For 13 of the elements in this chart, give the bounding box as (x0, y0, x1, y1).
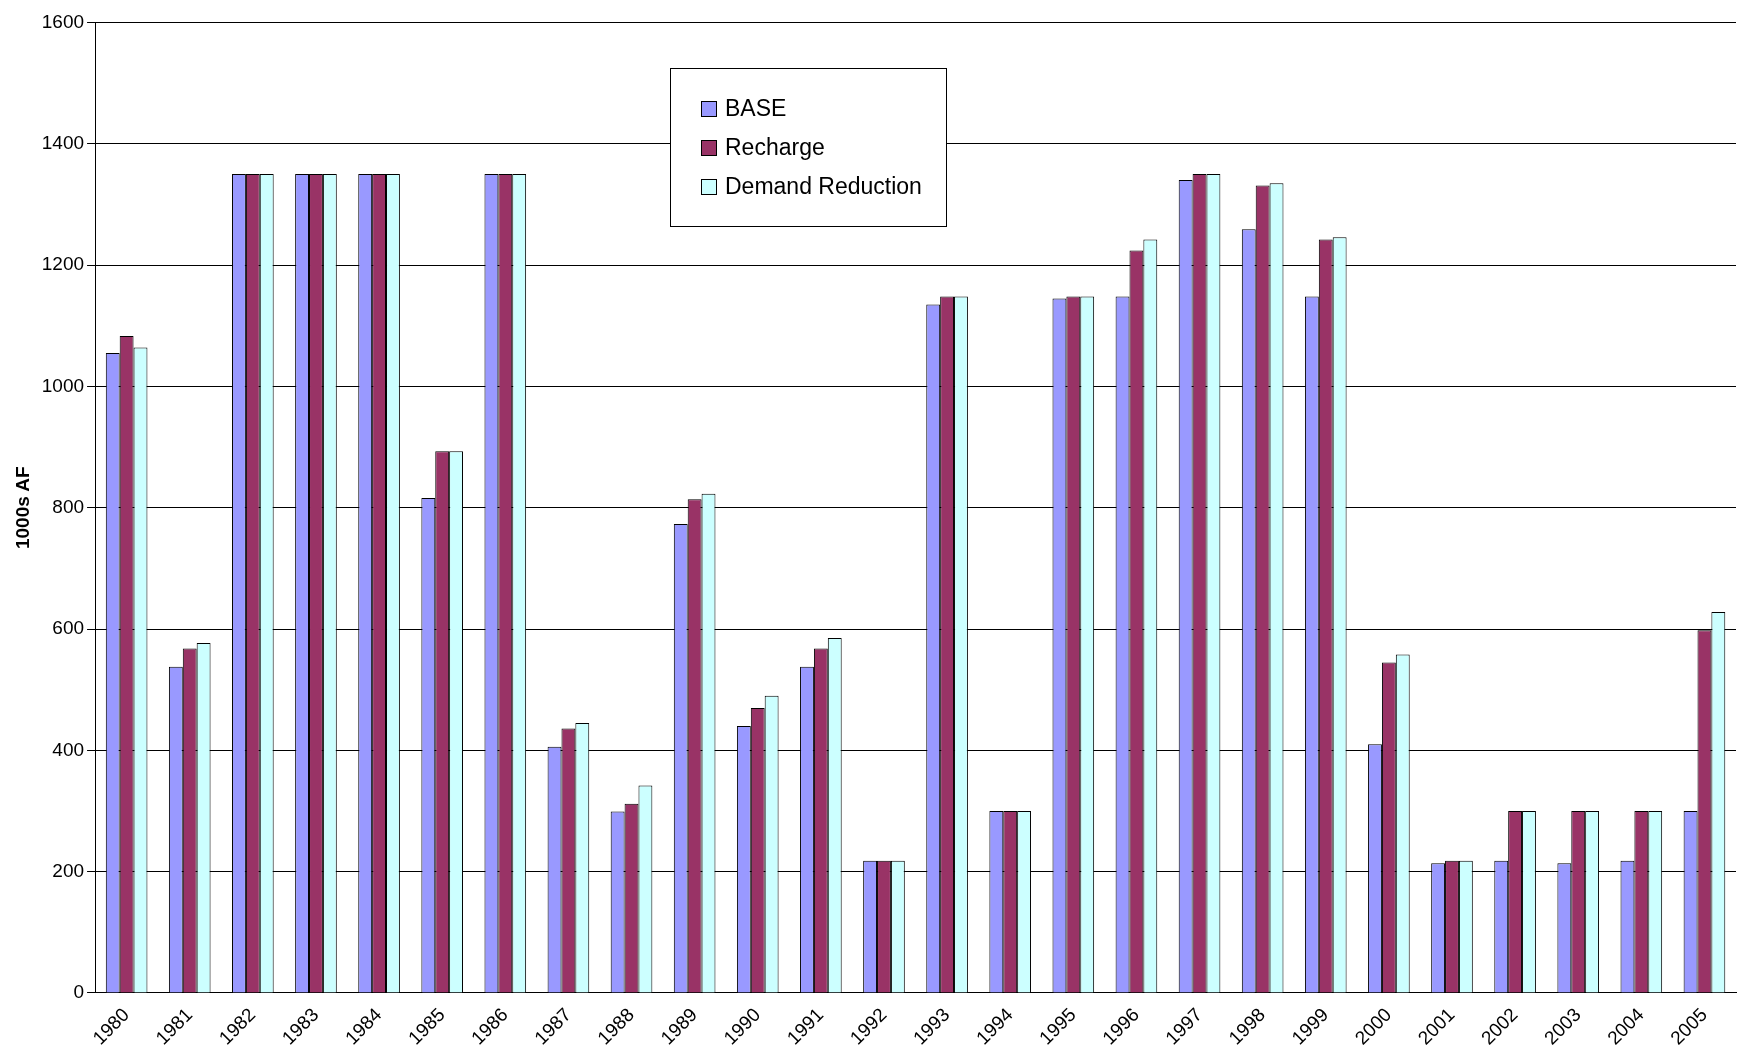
y-tick-label: 600 (52, 617, 85, 639)
legend-label: BASE (725, 95, 787, 122)
y-tick-label: 800 (52, 495, 85, 517)
legend-label: Demand Reduction (725, 173, 922, 200)
y-tick-label: 200 (52, 859, 85, 881)
y-axis-title: 1000s AF (11, 466, 33, 550)
y-tick-label: 1000 (41, 374, 85, 396)
y-tick-label: 1600 (41, 10, 85, 32)
y-tick-label: 0 (73, 981, 85, 1003)
y-tick-label: 1200 (41, 253, 85, 275)
y-tick-label: 400 (52, 738, 85, 760)
y-tick-label: 1400 (41, 131, 85, 153)
legend-label: Recharge (725, 134, 825, 161)
